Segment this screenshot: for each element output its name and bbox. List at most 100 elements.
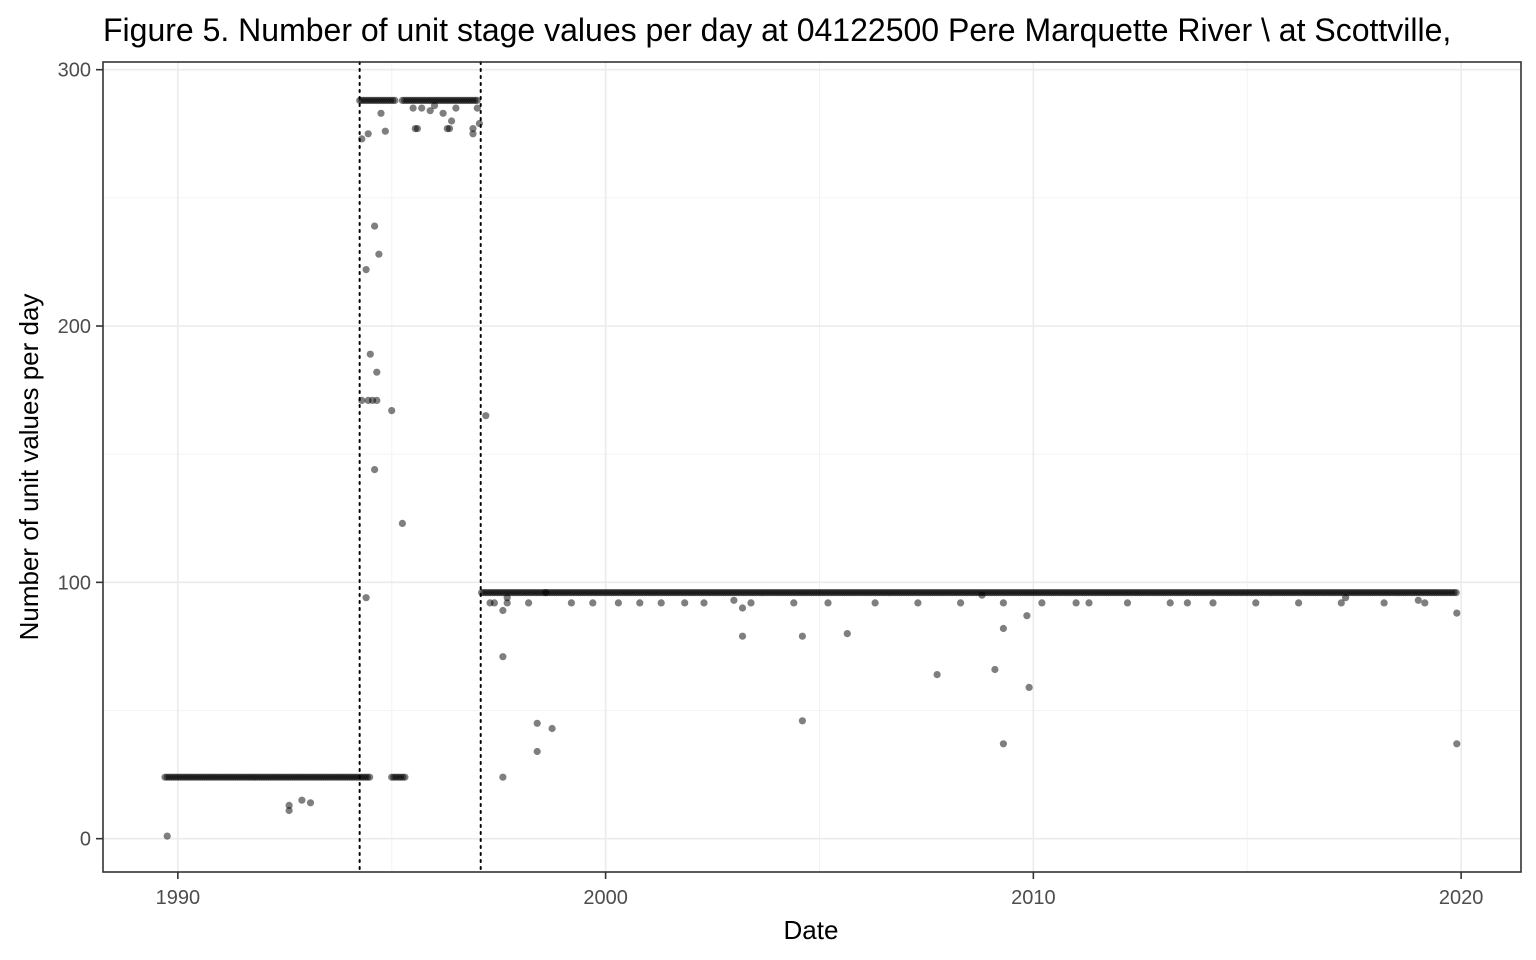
data-point — [567, 599, 576, 607]
data-point — [388, 407, 396, 415]
data-point — [843, 630, 851, 638]
data-point — [614, 599, 623, 607]
data-point — [1123, 599, 1132, 607]
x-tick-label: 2010 — [1011, 887, 1056, 909]
data-point — [426, 107, 434, 115]
data-point — [366, 350, 374, 358]
data-point — [364, 130, 372, 138]
data-point — [371, 466, 379, 474]
data-point — [1453, 740, 1461, 748]
data-point — [1023, 612, 1031, 620]
data-point — [306, 799, 315, 807]
data-point — [469, 130, 477, 138]
data-point — [1342, 594, 1350, 602]
data-point — [499, 606, 507, 615]
x-axis: 1990 2000 2010 2020 — [156, 872, 1484, 909]
data-point — [636, 599, 644, 607]
data-point — [409, 104, 417, 112]
reference-lines — [358, 61, 482, 873]
data-point — [824, 599, 832, 607]
data-point — [1166, 599, 1174, 607]
data-point — [1452, 589, 1460, 597]
data-point — [681, 599, 689, 607]
data-point — [999, 624, 1008, 633]
data-point — [1421, 599, 1429, 607]
data-point — [991, 665, 999, 674]
data-point — [738, 632, 747, 640]
data-point — [418, 104, 426, 112]
data-points — [161, 96, 1461, 840]
data-point — [285, 801, 293, 810]
data-point — [362, 266, 370, 274]
data-point — [373, 396, 381, 404]
data-point — [373, 368, 381, 376]
x-axis-title: Date — [784, 915, 839, 945]
data-point — [391, 96, 399, 104]
data-point — [499, 773, 507, 781]
data-point — [589, 599, 597, 607]
x-tick-label: 2020 — [1439, 887, 1484, 909]
data-point — [738, 604, 747, 612]
data-point — [358, 135, 366, 143]
data-point — [999, 740, 1008, 748]
data-point — [482, 412, 490, 420]
data-point — [1025, 683, 1033, 692]
data-point — [1295, 599, 1303, 607]
data-point — [1209, 599, 1217, 607]
data-point — [1085, 599, 1093, 607]
data-point — [999, 599, 1008, 607]
data-point — [957, 599, 965, 607]
data-point — [398, 519, 406, 528]
plot-panel-border — [102, 61, 1522, 873]
data-point — [548, 724, 556, 733]
data-point — [473, 104, 481, 112]
data-point — [798, 632, 807, 640]
data-point — [533, 719, 541, 727]
data-point — [790, 599, 798, 607]
data-point — [1453, 609, 1461, 617]
data-point — [871, 599, 879, 607]
data-point — [978, 591, 986, 599]
data-point — [163, 832, 171, 840]
y-axis: 0 100 200 300 — [58, 60, 103, 851]
data-point — [413, 125, 421, 133]
data-point — [657, 599, 665, 607]
y-axis-title: Number of unit values per day — [14, 294, 44, 641]
data-point — [469, 125, 477, 133]
data-point — [448, 117, 456, 125]
data-point — [452, 104, 460, 112]
data-point — [933, 671, 941, 679]
data-point — [499, 653, 507, 661]
y-tick-label: 0 — [80, 829, 91, 851]
data-point — [914, 599, 922, 607]
y-tick-label: 100 — [58, 572, 91, 594]
grid-lines — [103, 62, 1521, 872]
data-point — [445, 125, 454, 133]
data-point — [381, 127, 389, 135]
data-point — [285, 806, 293, 815]
data-point — [1252, 599, 1260, 607]
data-point — [525, 599, 533, 607]
data-point — [503, 594, 511, 602]
data-point — [358, 396, 366, 404]
data-point — [542, 589, 550, 597]
data-point — [439, 109, 447, 117]
data-point — [371, 222, 379, 230]
data-point — [1337, 599, 1345, 607]
data-point — [377, 109, 385, 117]
data-point — [503, 599, 511, 607]
data-point — [1414, 596, 1422, 604]
data-point — [366, 773, 374, 781]
data-point — [473, 96, 481, 104]
data-point — [1072, 599, 1080, 607]
y-tick-label: 300 — [58, 60, 91, 82]
data-point — [700, 599, 708, 607]
data-point — [533, 747, 541, 756]
data-point — [1183, 599, 1191, 607]
data-point — [401, 773, 409, 781]
data-point — [375, 250, 383, 258]
data-point — [490, 599, 498, 607]
data-point — [362, 594, 370, 602]
data-point — [475, 119, 483, 128]
